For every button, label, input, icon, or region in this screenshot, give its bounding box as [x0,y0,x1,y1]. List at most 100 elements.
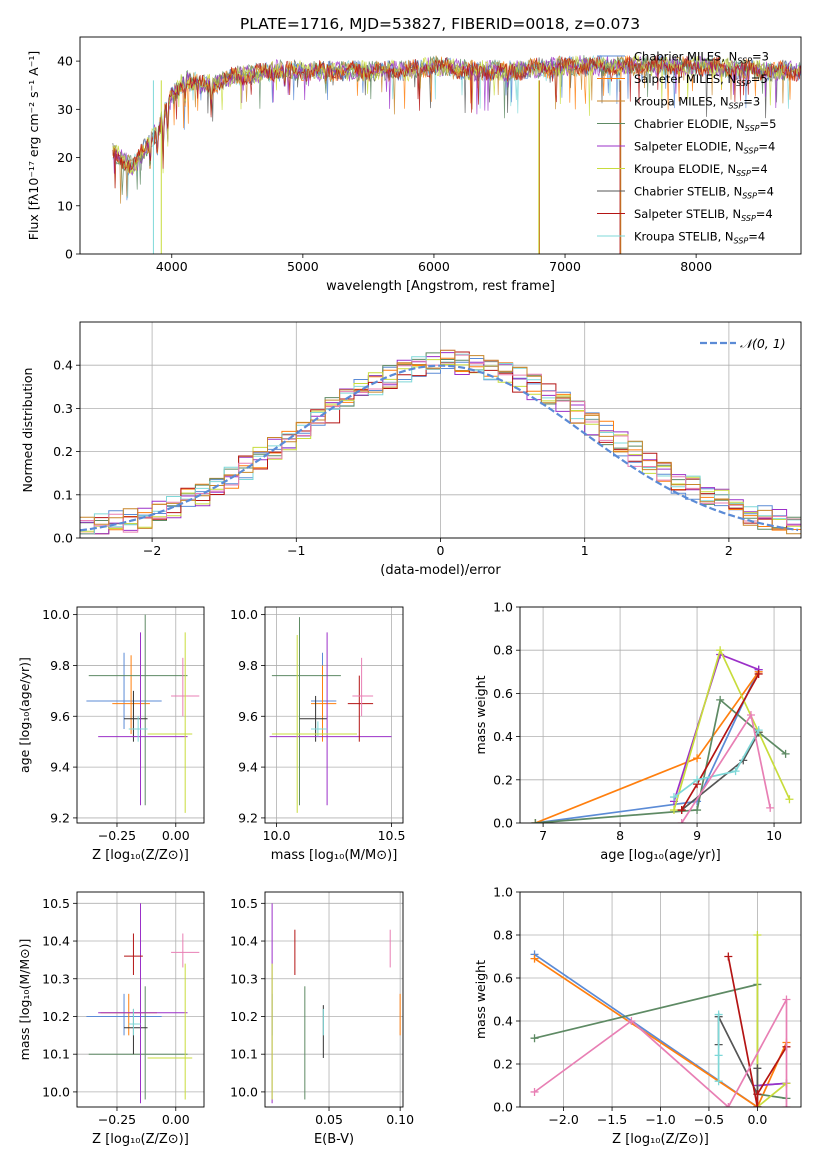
y-tick-label: 9.2 [50,810,70,825]
axes-frame [519,606,802,824]
spectrum-series [112,55,801,189]
x-tick-label: −0.25 [98,828,136,843]
weight-series [756,935,788,1107]
y-tick-label: 10.3 [42,971,70,986]
y-tick-label: 40 [57,54,73,69]
weight-series [673,729,760,798]
x-axis-label: Z [log₁₀(Z/Z⊙)] [92,848,189,863]
x-tick-label: 2 [725,543,733,558]
y-tick-label: 0 [65,247,73,262]
legend-entry: Chabrier ELODIE, NSSP=5 [634,117,776,133]
y-tick-label: 10.0 [42,607,70,622]
y-tick-label: 0.0 [53,531,73,546]
weight-marker [724,952,733,961]
y-tick-label: 30 [57,102,73,117]
weight-marker [716,695,725,704]
x-axis-label: Z [log₁₀(Z/Z⊙)] [92,1132,189,1147]
y-tick-label: 9.2 [238,810,258,825]
weight-marker [677,806,686,815]
weight-series [533,999,788,1107]
y-tick-label: 0.2 [53,444,73,459]
legend-entry: Salpeter ELODIE, NSSP=4 [634,140,775,156]
panel-age-vs-Z: −0.25 0.00 9.2 9.4 9.6 9.8 10.0 Z [log₁₀(Z/Z⊙)]… [17,606,205,863]
y-axis-label: mass [log₁₀(M/M⊙)] [17,939,32,1061]
weight-marker [531,819,540,823]
weight-marker [782,1103,791,1107]
x-tick-label: 7 [539,828,547,843]
weight-marker [766,803,775,812]
weight-series [727,956,788,1107]
legend-entry: Chabrier MILES, NSSP=3 [634,50,769,66]
weight-marker [746,711,755,719]
spectrum-series [112,54,801,174]
x-axis-label: E(B-V) [314,1132,354,1147]
legend-entry: Salpeter MILES, NSSP=5 [634,72,768,88]
y-tick-label: 10.2 [42,1009,70,1024]
weight-marker [731,767,740,776]
y-tick-label: 0.4 [53,358,73,373]
x-tick-label: 10.0 [263,828,291,843]
weight-series [673,647,791,811]
weight-marker [781,749,790,758]
y-tick-label: 10 [57,198,73,213]
plot-area [80,349,801,535]
x-axis-label: mass [log₁₀(M/M⊙)] [271,848,398,863]
y-tick-label: 10.1 [230,1047,258,1062]
y-axis-label: mass weight [473,675,488,754]
y-tick-label: 10.5 [42,896,70,911]
weight-marker [753,1103,762,1107]
legend-entry: Kroupa ELODIE, NSSP=4 [634,162,768,178]
y-axis-label: age [log₁₀(age/yr)] [17,657,32,773]
x-tick-label: 8 [616,828,624,843]
y-tick-label: 20 [57,150,73,165]
weight-series [535,669,760,823]
y-tick-label: 9.6 [50,709,70,724]
weight-marker [669,793,678,802]
x-tick-label: 5000 [287,259,319,274]
legend-entry: 𝒩(0, 1) [740,336,786,351]
y-tick-label: 10.4 [230,934,258,949]
y-tick-label: 0.6 [493,686,513,701]
y-tick-label: 0.2 [493,772,513,787]
x-tick-label: −1.5 [597,1112,627,1127]
weight-marker [753,931,762,939]
histogram-series [80,349,801,535]
legend-entry: Kroupa STELIB, NSSP=4 [634,230,765,246]
plot-area [271,903,401,1104]
weight-marker [714,1010,723,1019]
y-tick-label: 0.2 [493,1057,513,1072]
weight-marker [669,806,678,815]
y-tick-label: 10.4 [42,934,70,949]
panels: 4000 5000 6000 7000 8000010203040wavelength … [17,36,802,1147]
x-tick-label: −1 [287,543,305,558]
y-tick-label: 0.3 [53,401,73,416]
panel-weight-vs-Z: −2.0 −1.5 −1.0 −0.5 0.0 0.0 0.2 0.4 0.6 0.8 1.0 Z [… [473,885,802,1147]
y-tick-label: 9.8 [50,658,70,673]
y-axis-label: Normed distribution [20,368,35,493]
y-tick-label: 10.0 [230,607,258,622]
panel-residuals: −2 −1 0 1 2 0.0 0.1 0.2 0.3 0.4 (data-model)/error… [20,321,802,578]
x-tick-label: 0.00 [162,828,190,843]
x-tick-label: −2 [143,543,161,558]
y-tick-label: 1.0 [493,600,513,615]
x-tick-label: −1.0 [645,1112,675,1127]
legend-entry: Chabrier STELIB, NSSP=4 [634,185,774,201]
plot-area [86,903,200,1104]
x-tick-label: 0.00 [162,1112,190,1127]
plot-area [86,614,200,813]
y-tick-label: 0.0 [493,1100,513,1115]
weight-series [673,653,760,802]
axes-frame [264,891,404,1108]
x-tick-label: 10.5 [378,828,406,843]
legend-entry: Kroupa MILES, NSSP=3 [634,95,760,111]
y-tick-label: 10.1 [42,1047,70,1062]
y-tick-label: 10.5 [230,896,258,911]
y-tick-label: 1.0 [493,885,513,900]
x-tick-label: −0.5 [694,1112,724,1127]
y-tick-label: 0.4 [493,1014,513,1029]
y-tick-label: 9.8 [238,658,258,673]
weight-marker [754,669,763,678]
panel-weight-vs-age: 7 8 9 10 0.0 0.2 0.4 0.6 0.8 1.0 age [log₁₀(age/yr… [473,600,802,863]
weight-marker [714,1077,723,1086]
x-axis-label: age [log₁₀(age/yr)] [600,848,721,863]
